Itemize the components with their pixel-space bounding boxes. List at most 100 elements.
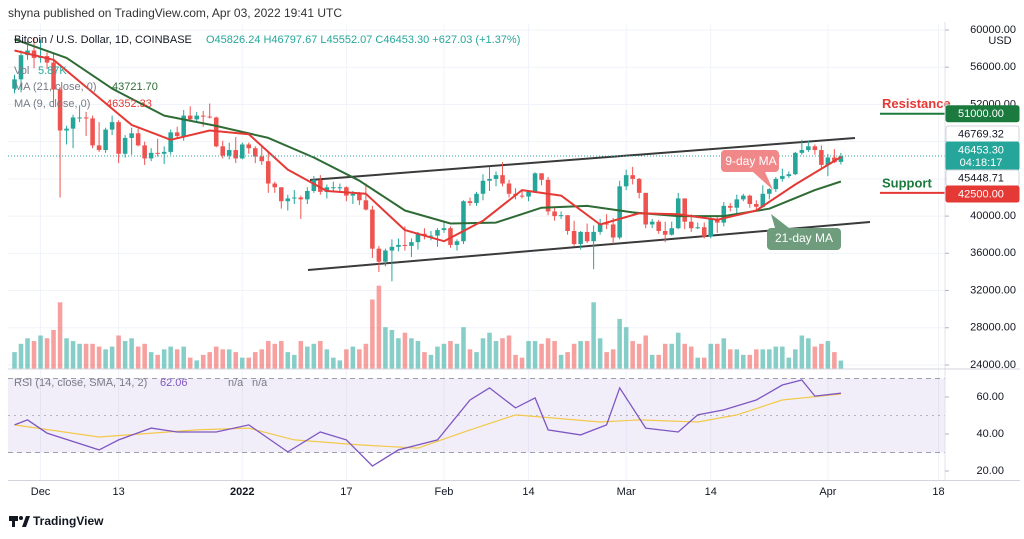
- candle-body: [506, 183, 512, 194]
- x-tick-label: Apr: [819, 486, 836, 498]
- x-tick-label: 13: [112, 486, 124, 498]
- volume-bar: [135, 346, 141, 369]
- volume-bar: [467, 349, 473, 369]
- volume-bar: [337, 360, 343, 369]
- volume-bar: [832, 352, 837, 369]
- candle-body: [610, 224, 616, 238]
- level-label: Support: [882, 175, 932, 190]
- volume-bar: [96, 346, 102, 369]
- candle-body: [708, 218, 714, 237]
- candle-body: [233, 150, 239, 159]
- candle-body: [760, 193, 766, 207]
- volume-bar: [669, 343, 674, 369]
- volume-bar: [376, 285, 382, 369]
- candle-body: [695, 227, 701, 229]
- volume-bar: [656, 354, 661, 369]
- candle-body: [305, 190, 310, 200]
- candle-body: [754, 204, 759, 207]
- candle-body: [161, 151, 167, 154]
- candle-body: [435, 230, 440, 236]
- volume-bar: [200, 354, 206, 369]
- volume-bar: [708, 343, 714, 369]
- volume-bar: [252, 352, 258, 369]
- volume-bar: [213, 346, 219, 369]
- x-tick-label: Mar: [617, 486, 636, 498]
- volume-bar: [780, 346, 785, 369]
- volume-bar: [565, 352, 570, 369]
- volume-bar: [181, 346, 186, 369]
- volume-bar: [623, 327, 629, 369]
- volume-bar: [649, 354, 655, 369]
- rsi-layer: [8, 378, 945, 467]
- candle-body: [825, 157, 831, 165]
- volume-bar: [526, 341, 531, 369]
- rsi-line: [14, 379, 841, 467]
- ma9-callout: [721, 150, 779, 190]
- volume-bar: [207, 352, 212, 369]
- volume-bar: [721, 338, 727, 369]
- volume-bar: [285, 352, 291, 369]
- candle-body: [168, 132, 173, 152]
- logo-mark: [22, 516, 30, 527]
- candle-body: [727, 205, 733, 208]
- candle-body: [96, 145, 102, 151]
- volume-legend-value: 5.87K: [38, 65, 67, 77]
- volume-bar: [70, 341, 76, 369]
- volume-bar: [604, 352, 609, 369]
- candle-body: [532, 173, 538, 192]
- volume-bar: [174, 349, 180, 369]
- volume-bar: [57, 302, 63, 369]
- volume-bar: [519, 357, 525, 369]
- candle-body: [767, 189, 772, 194]
- volume-bar: [617, 318, 622, 369]
- rsi-sma-line: [14, 393, 841, 449]
- candle-body: [565, 215, 570, 231]
- volume-bar: [239, 357, 245, 369]
- candle-body: [799, 150, 805, 153]
- volume-bar: [662, 343, 668, 369]
- candle-body: [448, 228, 453, 245]
- volume-bar: [129, 338, 134, 369]
- volume-bar: [155, 354, 160, 369]
- candle-body: [519, 195, 525, 197]
- candle-body: [721, 205, 727, 223]
- y-tick-label: 24000.00: [970, 359, 1016, 371]
- volume-bar: [793, 349, 798, 369]
- candle-body: [558, 215, 564, 217]
- channel-upper: [309, 137, 856, 181]
- volume-bar: [760, 349, 766, 369]
- candle-body: [636, 178, 642, 193]
- candle-body: [454, 241, 460, 245]
- candle-body: [656, 221, 661, 231]
- volume-bar: [695, 357, 701, 369]
- candle-body: [741, 195, 746, 200]
- ma9-callout-text: 9-day MA: [725, 154, 776, 168]
- volume-bar: [233, 352, 239, 369]
- candle-body: [350, 193, 356, 196]
- candle-body: [142, 145, 147, 159]
- volume-bar: [12, 352, 17, 369]
- candle-body: [324, 187, 330, 192]
- candle-body: [83, 117, 89, 119]
- symbol-title: Bitcoin / U.S. Dollar, 1D, COINBASE: [14, 34, 192, 46]
- x-tick-label: 18: [932, 486, 944, 498]
- volume-bar: [370, 299, 375, 369]
- volume-bar: [344, 349, 349, 369]
- candle-body: [474, 193, 479, 204]
- volume-bar: [754, 349, 759, 369]
- price-tag-label: 42500.00: [958, 188, 1004, 200]
- volume-bar: [819, 343, 824, 369]
- candle-body: [597, 223, 603, 232]
- candle-body: [292, 197, 297, 199]
- candle-body: [18, 55, 24, 80]
- rsi-legend-label: RSI (14, close, SMA, 14, 2): [14, 377, 147, 389]
- volume-bar: [786, 357, 792, 369]
- candle-body: [207, 116, 212, 118]
- volume-bar: [298, 341, 304, 369]
- candle-body: [591, 231, 596, 242]
- candle-body: [226, 150, 232, 156]
- price-tag: [945, 185, 1020, 203]
